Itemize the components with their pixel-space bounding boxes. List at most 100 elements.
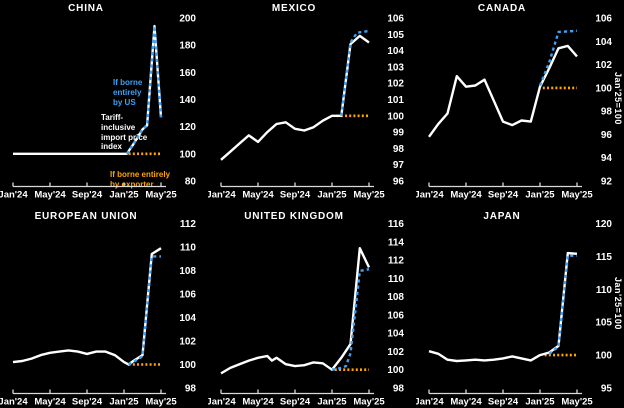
x-axis xyxy=(220,389,374,395)
y-tick-label: 101 xyxy=(387,95,404,106)
y-tick-label: 120 xyxy=(179,122,196,133)
x-tick-label: Jan'25 xyxy=(109,190,139,201)
x-tick-label: Sep'24 xyxy=(488,397,519,408)
y-tick-label: 99 xyxy=(393,128,405,139)
y-tick-label: 96 xyxy=(393,177,405,188)
series-actual-line xyxy=(428,251,578,363)
y-tick-label: 104 xyxy=(387,329,404,340)
chart-panel-united-kingdom: UNITED KINGDOM Jan'24 May'24 Sep'24 Jan'25 M… xyxy=(208,200,416,408)
x-tick-label: Jan'24 xyxy=(208,190,236,201)
x-tick-label: May'25 xyxy=(353,397,385,408)
x-tick-label: Jan'25 xyxy=(317,397,347,408)
x-tick-label: Jan'25 xyxy=(317,190,347,201)
y-tick-label: 200 xyxy=(179,14,196,25)
chart-plot: Jan'24 May'24 Sep'24 Jan'25 May'25 92 94 96 98 10… xyxy=(416,14,613,201)
x-tick-label: May'25 xyxy=(353,190,385,201)
series-borne_us-line xyxy=(340,29,370,116)
y-tick-label: 102 xyxy=(387,347,404,358)
right-axis-label: Jan'25=100 xyxy=(613,72,623,125)
chart-title: CHINA xyxy=(68,3,104,14)
x-axis xyxy=(428,389,582,395)
chart-plot: Jan'24 May'24 Sep'24 Jan'25 May'25 98 100 102 10… xyxy=(208,219,405,408)
chart-panel-japan: JAPAN Jan'25=100 Jan'24 May'24 Sep'24 Jan'2… xyxy=(416,200,624,408)
x-tick-label: Sep'24 xyxy=(280,190,311,201)
y-tick-label: 96 xyxy=(601,130,613,141)
y-tick-label: 106 xyxy=(179,290,196,301)
x-tick-label: Jan'25 xyxy=(525,397,555,408)
x-tick-label: May'25 xyxy=(145,190,177,201)
chart-panel-european-union: EUROPEAN UNION Jan'24 May'24 Sep'24 Jan'25 M… xyxy=(0,200,208,408)
chart-title: JAPAN xyxy=(483,211,521,222)
x-tick-label: Sep'24 xyxy=(280,397,311,408)
series-actual-line xyxy=(220,247,371,375)
y-tick-label: 100 xyxy=(179,360,196,371)
chart-title: MEXICO xyxy=(271,3,317,14)
right-axis-label: Jan'25=100 xyxy=(613,277,623,330)
y-tick-label: 104 xyxy=(179,313,196,324)
y-tick-label: 104 xyxy=(387,46,404,57)
y-tick-label: 108 xyxy=(179,266,196,277)
y-tick-label: 98 xyxy=(185,384,197,395)
chart-panel-mexico: MEXICO Jan'24 May'24 Sep'24 Jan'25 May'25 96 9… xyxy=(208,0,416,200)
x-tick-label: Jan'24 xyxy=(208,397,236,408)
x-tick-label: Jan'24 xyxy=(0,190,28,201)
annotation-borne-us: If borne entirely by US xyxy=(113,78,143,107)
y-tick-label: 112 xyxy=(180,219,197,230)
chart-title: CANADA xyxy=(477,3,527,14)
series-actual-line xyxy=(12,247,162,366)
x-axis xyxy=(12,182,166,188)
y-tick-label: 100 xyxy=(179,149,196,160)
chart-plot: Jan'24 May'24 Sep'24 Jan'25 May'25 80 100 120 14… xyxy=(0,14,196,201)
x-tick-label: Jan'24 xyxy=(416,397,444,408)
y-tick-label: 115 xyxy=(596,252,613,263)
x-tick-label: Sep'24 xyxy=(72,397,103,408)
y-tick-label: 92 xyxy=(601,177,613,188)
series-actual-line xyxy=(13,24,163,156)
x-tick-label: Jan'25 xyxy=(109,397,139,408)
x-axis xyxy=(12,389,166,395)
x-tick-label: Jan'25 xyxy=(525,190,555,201)
x-tick-label: May'24 xyxy=(450,397,482,408)
series-actual-line xyxy=(220,34,370,161)
x-tick-label: May'25 xyxy=(561,190,593,201)
y-tick-label: 105 xyxy=(595,318,612,329)
series-borne_us-line xyxy=(331,268,370,371)
y-tick-label: 106 xyxy=(595,14,612,25)
y-tick-label: 103 xyxy=(387,62,404,73)
y-tick-label: 106 xyxy=(387,310,404,321)
y-tick-label: 102 xyxy=(595,60,612,71)
series-actual-line xyxy=(428,44,578,138)
y-tick-label: 95 xyxy=(601,384,613,395)
series-borne_us-line xyxy=(538,29,578,86)
x-tick-label: May'25 xyxy=(561,397,593,408)
x-axis xyxy=(428,182,582,188)
x-tick-label: May'24 xyxy=(34,190,66,201)
x-tick-label: May'25 xyxy=(145,397,177,408)
y-tick-label: 106 xyxy=(387,14,404,25)
y-tick-label: 98 xyxy=(393,144,405,155)
y-tick-label: 100 xyxy=(595,83,612,94)
y-tick-label: 102 xyxy=(387,79,404,90)
y-tick-label: 104 xyxy=(595,37,612,48)
annotation-borne-exporter: If borne entirely by exporter xyxy=(110,170,171,189)
y-tick-label: 94 xyxy=(601,153,613,164)
y-tick-label: 105 xyxy=(387,30,404,41)
y-tick-label: 100 xyxy=(595,351,612,362)
y-tick-label: 110 xyxy=(180,243,197,254)
y-tick-label: 98 xyxy=(601,107,613,118)
chart-plot: Jan'24 May'24 Sep'24 Jan'25 May'25 98 100 102 10… xyxy=(0,219,197,408)
y-tick-label: 114 xyxy=(388,237,405,248)
y-tick-label: 160 xyxy=(179,68,196,79)
chart-panel-canada: CANADA Jan'25=100 Jan'24 May'24 Sep'24 Jan'… xyxy=(416,0,624,200)
chart-panel-china: CHINA If borne entirely by US Tariff- in… xyxy=(0,0,208,200)
series-borne_us-line xyxy=(548,254,577,355)
y-tick-label: 102 xyxy=(179,337,196,348)
y-tick-label: 112 xyxy=(388,256,405,267)
y-tick-label: 116 xyxy=(388,219,405,230)
y-tick-label: 98 xyxy=(393,384,405,395)
y-tick-label: 110 xyxy=(596,285,613,296)
x-axis xyxy=(220,182,374,188)
x-tick-label: May'24 xyxy=(242,190,274,201)
chart-plot: Jan'24 May'24 Sep'24 Jan'25 May'25 95 100 105 11… xyxy=(416,219,613,408)
